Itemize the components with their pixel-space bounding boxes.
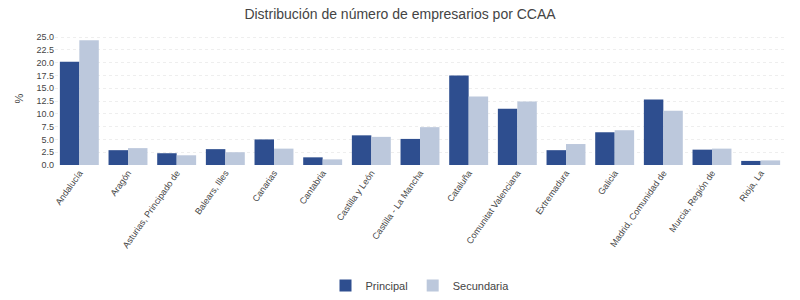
svg-text:Comunitat Valenciana: Comunitat Valenciana — [464, 168, 522, 245]
svg-text:Canarias: Canarias — [250, 168, 279, 204]
svg-text:Madrid, Comunidad de: Madrid, Comunidad de — [608, 168, 668, 248]
svg-text:7.5: 7.5 — [41, 122, 54, 132]
svg-text:%: % — [13, 93, 25, 103]
svg-text:Cantabria: Cantabria — [297, 168, 328, 206]
svg-text:Aragón: Aragón — [108, 168, 133, 198]
svg-text:Castilla y León: Castilla y León — [335, 168, 377, 222]
svg-text:Asturias, Principado de: Asturias, Principado de — [121, 168, 182, 250]
svg-text:Principal: Principal — [366, 280, 408, 292]
svg-text:Cataluña: Cataluña — [445, 168, 474, 203]
svg-text:20.0: 20.0 — [36, 58, 54, 68]
svg-text:10.0: 10.0 — [36, 109, 54, 119]
svg-text:22.5: 22.5 — [36, 45, 54, 55]
svg-text:Secundaria: Secundaria — [453, 280, 510, 292]
svg-text:Rioja, La: Rioja, La — [737, 168, 766, 203]
svg-text:Murcia, Región de: Murcia, Región de — [667, 168, 717, 234]
svg-text:12.5: 12.5 — [36, 96, 54, 106]
svg-text:Andalucía: Andalucía — [54, 168, 85, 207]
svg-text:2.5: 2.5 — [41, 147, 54, 157]
svg-text:Distribución de número de empr: Distribución de número de empresarios po… — [244, 6, 556, 22]
svg-text:25.0: 25.0 — [36, 32, 54, 42]
svg-text:Castilla - La Mancha: Castilla - La Mancha — [370, 168, 425, 241]
svg-text:Galicia: Galicia — [596, 168, 620, 196]
svg-text:0.0: 0.0 — [41, 160, 54, 170]
svg-text:17.5: 17.5 — [36, 71, 54, 81]
svg-text:Balears, Illes: Balears, Illes — [193, 168, 231, 216]
svg-text:15.0: 15.0 — [36, 83, 54, 93]
svg-text:Extremadura: Extremadura — [534, 168, 572, 216]
svg-text:5.0: 5.0 — [41, 135, 54, 145]
